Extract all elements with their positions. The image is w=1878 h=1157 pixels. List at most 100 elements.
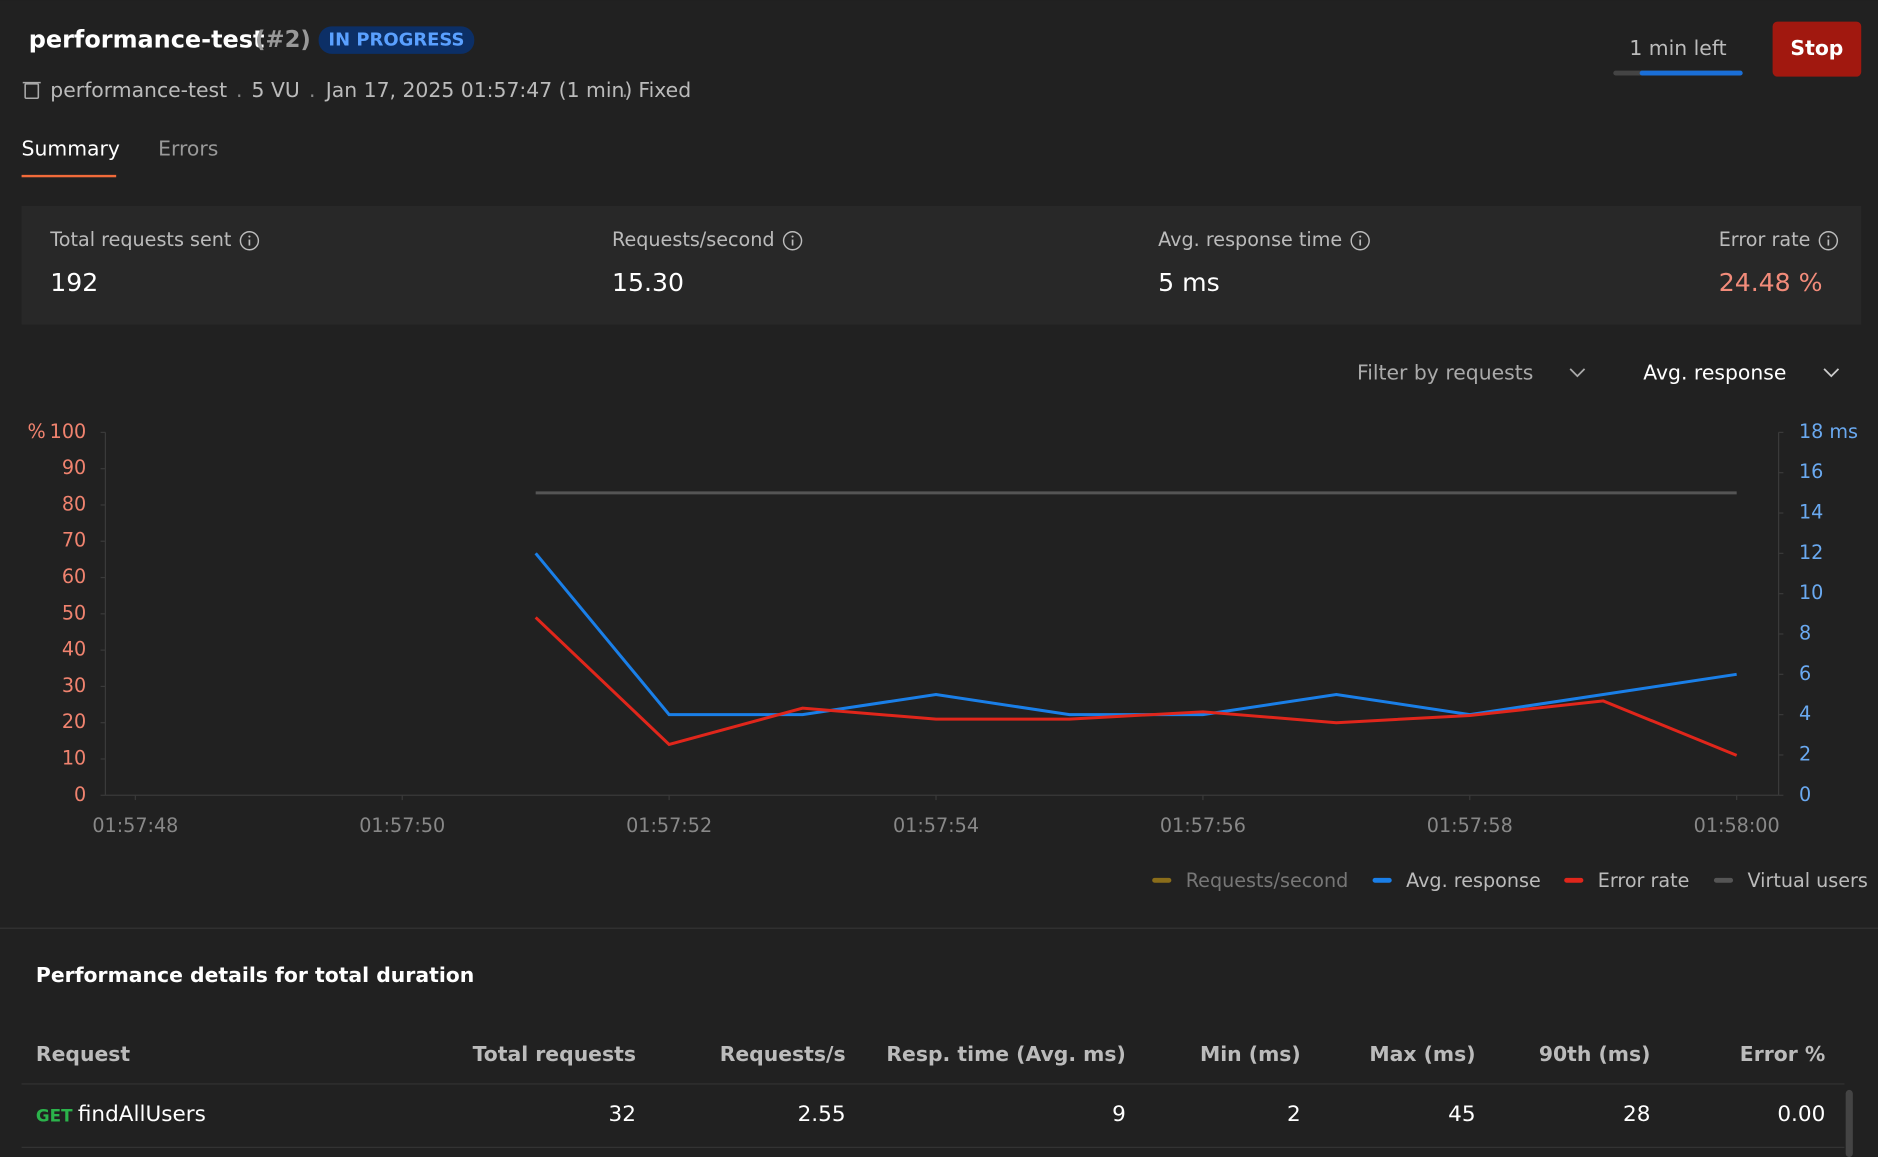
separator: . xyxy=(622,78,628,102)
x-tick-label: 01:57:54 xyxy=(893,814,979,837)
legend-label[interactable]: Error rate xyxy=(1598,869,1690,892)
y2-tick-label: 4 xyxy=(1799,702,1811,725)
table-header: Max (ms) xyxy=(1369,1042,1475,1066)
info-icon[interactable] xyxy=(1350,231,1370,251)
test-title: performance-test xyxy=(29,26,265,54)
table-header: Resp. time (Avg. ms) xyxy=(886,1042,1125,1066)
legend-label[interactable]: Requests/second xyxy=(1186,869,1349,892)
info-icon[interactable] xyxy=(248,235,251,238)
y-tick-label: 90 xyxy=(62,456,86,479)
series-line xyxy=(534,616,1738,757)
separator: . xyxy=(309,78,315,102)
y-tick-label: 0 xyxy=(74,783,86,806)
stat-value: 24.48 % xyxy=(1719,268,1823,297)
info-icon[interactable] xyxy=(1827,235,1830,238)
tab-underline xyxy=(21,174,117,178)
y-tick-label: 30 xyxy=(62,674,86,697)
y-tick-label: 100 xyxy=(50,420,87,443)
y2-axis-label: ms xyxy=(1829,420,1858,443)
legend-swatch[interactable] xyxy=(1713,877,1734,883)
chevron[interactable] xyxy=(1569,368,1586,378)
table-header: 90th (ms) xyxy=(1539,1042,1651,1066)
table-header: Error % xyxy=(1740,1042,1826,1066)
stat-label: Total requests sent xyxy=(49,228,232,251)
stat-label: Requests/second xyxy=(612,228,775,251)
status-badge xyxy=(318,26,475,54)
table-cell: 32 xyxy=(609,1102,636,1127)
y2-tick-label: 12 xyxy=(1799,541,1823,564)
y2-tick-label: 18 xyxy=(1799,420,1823,443)
info-icon[interactable] xyxy=(239,231,260,251)
table-cell: 9 xyxy=(1112,1102,1126,1127)
http-method: GET xyxy=(36,1105,73,1125)
y2-tick-label: 10 xyxy=(1799,581,1823,604)
y2-tick-label: 2 xyxy=(1799,742,1811,765)
progress-fill xyxy=(1639,70,1743,76)
x-tick-label: 01:57:50 xyxy=(359,814,445,837)
table-cell: 0.00 xyxy=(1777,1102,1825,1127)
tab-errors[interactable]: Errors xyxy=(158,137,218,161)
table-cell: 2 xyxy=(1287,1102,1301,1127)
table-header: Min (ms) xyxy=(1200,1042,1301,1066)
y-tick-label: 20 xyxy=(62,710,86,733)
stats-panel xyxy=(21,206,1862,325)
details-title: Performance details for total duration xyxy=(36,963,474,987)
table-header: Total requests xyxy=(473,1042,636,1066)
stop-button[interactable] xyxy=(1772,21,1862,77)
y2-tick-label: 16 xyxy=(1799,460,1823,483)
time-left: 1 min left xyxy=(1629,36,1726,60)
legend-swatch[interactable] xyxy=(1372,877,1392,883)
legend-swatch[interactable] xyxy=(1152,877,1172,883)
scrollbar[interactable] xyxy=(1845,1089,1853,1157)
info-icon[interactable] xyxy=(791,235,794,238)
y2-tick-label: 6 xyxy=(1799,662,1811,685)
y-tick-label: 80 xyxy=(62,492,86,515)
info-icon[interactable] xyxy=(782,231,803,251)
x-tick-label: 01:57:56 xyxy=(1160,814,1246,837)
x-tick-label: 01:58:00 xyxy=(1694,814,1780,837)
info-icon[interactable] xyxy=(1818,231,1839,251)
y-tick-label: 50 xyxy=(62,601,86,624)
tab-summary[interactable]: Summary xyxy=(22,137,120,161)
collection-name: performance-test xyxy=(50,78,227,102)
table-header: Requests/s xyxy=(720,1042,846,1066)
meta-mode: Fixed xyxy=(638,78,691,102)
chevron[interactable] xyxy=(1823,368,1840,378)
info-icon[interactable] xyxy=(1359,235,1362,238)
stat-label: Error rate xyxy=(1719,228,1811,251)
x-tick-label: 01:57:58 xyxy=(1427,814,1513,837)
x-tick-label: 01:57:48 xyxy=(92,814,178,837)
meta-date: Jan 17, 2025 01:57:47 (1 min) xyxy=(324,78,633,102)
stat-value: 15.30 xyxy=(612,268,684,297)
y-tick-label: 60 xyxy=(62,565,86,588)
table-cell: 28 xyxy=(1623,1102,1650,1127)
y2-tick-label: 8 xyxy=(1799,621,1811,644)
y2-tick-label: 14 xyxy=(1799,501,1823,524)
table-header: Request xyxy=(36,1042,130,1066)
filter-metric[interactable]: Avg. response xyxy=(1643,361,1786,385)
meta-vu: 5 VU xyxy=(252,78,300,102)
legend-label[interactable]: Avg. response xyxy=(1406,869,1541,892)
y-tick-label: 70 xyxy=(62,529,86,552)
legend-label[interactable]: Virtual users xyxy=(1747,869,1867,892)
stop-label[interactable]: Stop xyxy=(1790,36,1843,60)
table-cell: 2.55 xyxy=(798,1102,846,1127)
status-text: IN PROGRESS xyxy=(328,30,464,51)
stat-value: 5 ms xyxy=(1158,268,1220,297)
stat-value: 192 xyxy=(50,268,98,297)
x-tick-label: 01:57:52 xyxy=(626,814,712,837)
stat-label: Avg. response time xyxy=(1158,228,1342,251)
separator: . xyxy=(236,78,242,102)
table-cell: 45 xyxy=(1448,1102,1475,1127)
y-tick-label: 10 xyxy=(62,746,86,769)
y2-tick-label: 0 xyxy=(1799,783,1811,806)
filter-requests[interactable]: Filter by requests xyxy=(1357,361,1533,385)
run-number: (#2) xyxy=(255,27,311,53)
collection-icon xyxy=(22,81,41,99)
y-tick-label: 40 xyxy=(62,638,86,661)
request-name[interactable]: findAllUsers xyxy=(78,1102,206,1127)
legend-swatch[interactable] xyxy=(1564,877,1584,883)
y-axis-label: % xyxy=(28,420,46,443)
